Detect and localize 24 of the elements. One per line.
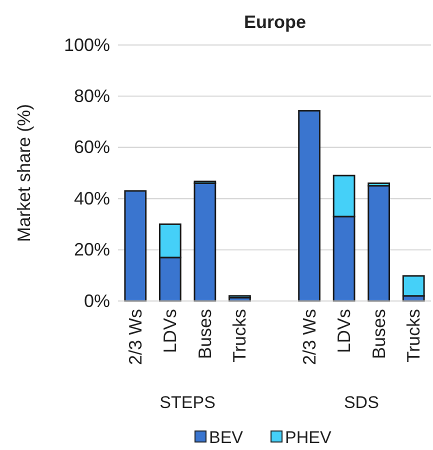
- legend-label: BEV: [209, 428, 244, 447]
- chart-title: Europe: [244, 12, 306, 32]
- y-tick-label: 20%: [74, 240, 110, 260]
- x-tick-label: Trucks: [404, 309, 424, 362]
- legend-label: PHEV: [285, 428, 332, 447]
- x-tick-label: Buses: [368, 309, 389, 360]
- y-tick-label: 0%: [84, 290, 110, 311]
- y-tick-label: 80%: [74, 86, 110, 106]
- bar: [368, 185, 390, 302]
- bar: [298, 110, 320, 302]
- x-tick-label: LDVs: [160, 309, 180, 354]
- bar: [124, 190, 147, 302]
- y-tick-label: 100%: [64, 34, 110, 55]
- x-tick-label: Trucks: [230, 309, 250, 362]
- x-tick-label: Buses: [194, 309, 215, 360]
- y-tick-label: 40%: [74, 188, 110, 208]
- x-tick-label: 2/3 Ws: [299, 309, 320, 366]
- x-tick-label: LDVs: [334, 309, 354, 354]
- x-tick-label: 2/3 Ws: [125, 309, 146, 366]
- y-tick-label: 60%: [74, 137, 110, 158]
- text: SDS: [344, 393, 379, 412]
- text: STEPS: [160, 393, 216, 412]
- bar: [194, 182, 216, 302]
- y-axis-title: Market share (%): [14, 104, 34, 242]
